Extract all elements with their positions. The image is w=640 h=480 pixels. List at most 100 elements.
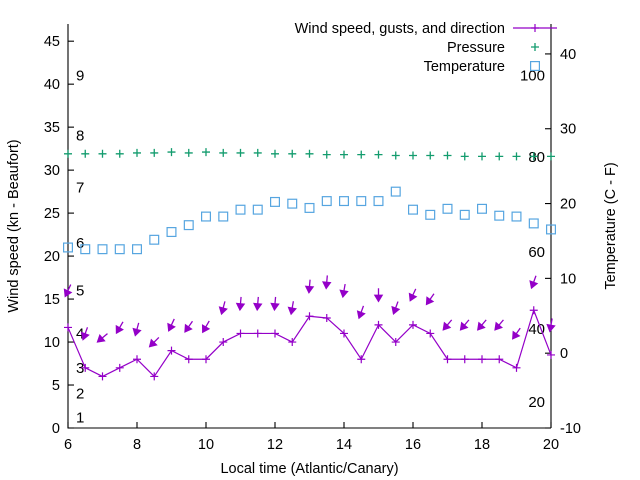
xtick-label: 16 [405,437,421,453]
ytick-label-left: 30 [44,163,60,179]
wind-direction-arrow [115,321,124,335]
ytick-label-left: 35 [44,120,60,136]
pressure-point [529,152,538,161]
ytick-label-left: 45 [44,34,60,50]
wind-speed-point [409,320,417,329]
pressure-point [150,148,159,157]
wind-speed-point [529,306,538,315]
y-axis-label: Wind speed (kn - Beaufort) [6,139,22,312]
ytick-label-left: 25 [44,206,60,222]
wind-direction-arrow [184,320,194,333]
pressure-point [167,148,176,157]
wind-direction-arrow [391,301,401,315]
pressure-point [443,151,452,160]
wind-speed-point [219,338,228,347]
beaufort-label: 5 [76,282,84,299]
temperature-point [442,203,453,214]
legend-swatch-plus [531,43,539,51]
pressure-point [219,148,228,157]
pressure-point [495,152,504,161]
pressure-point [340,150,348,159]
temperature-point [408,204,419,215]
temperature-point [321,196,332,207]
wind-speed-point [512,363,521,372]
ytick-label-left: 40 [44,77,60,93]
wind-direction-arrow [132,322,142,337]
wind-direction-arrow [218,301,228,316]
legend-label: Temperature [424,59,505,75]
wind-speed-point [184,355,193,364]
xtick-label: 14 [336,437,352,453]
wind-direction-arrow [270,296,280,312]
temperature-point [62,242,73,253]
temperature-point [339,196,350,207]
wind-direction-arrow [148,336,160,348]
wind-speed-point [236,329,245,338]
xtick-label: 10 [198,437,214,453]
temperature-series [62,186,556,255]
wind-speed-point [202,355,210,364]
pressure-point [202,148,210,157]
wind-speed-point [133,355,141,364]
y2-axis-label: Temperature (C - F) [603,162,619,289]
pressure-axis-label: 100 [520,68,545,85]
pressure-point [236,148,245,157]
wind-direction-arrow [253,296,263,312]
wind-speed-point [426,329,435,338]
pressure-point [512,152,521,161]
temperature-point [528,218,539,229]
ytick-label-right: 20 [560,197,576,213]
temperature-point [425,209,436,220]
temperature-point [97,244,108,255]
pressure-point [64,149,72,158]
wind-direction-arrow [167,318,176,332]
pressure-point [288,149,297,158]
wind-direction-arrow [201,320,211,334]
wind-direction-arrow [322,275,332,290]
wind-direction-arrow [287,301,297,316]
wind-direction-arrow [442,319,453,331]
pressure-axis-label: 80 [528,149,545,166]
wind-speed-point [478,355,486,364]
wind-direction-arrow [408,288,418,302]
pressure-point [253,148,262,157]
pressure-point [409,151,417,160]
temperature-point [80,244,91,255]
wind-direction-arrow [425,293,435,306]
xtick-label: 6 [64,437,72,453]
beaufort-label: 3 [76,360,84,377]
pressure-point [133,148,141,157]
pressure-axis-label: 40 [528,321,545,338]
beaufort-label: 7 [76,179,84,196]
xtick-label: 12 [267,437,283,453]
beaufort-label: 6 [76,235,84,252]
xtick-label: 20 [543,437,559,453]
wind-speed-point [305,312,314,321]
wind-speed-point [495,355,504,364]
legend-label: Pressure [447,40,505,56]
ytick-label-right: 40 [560,47,576,63]
temperature-point [390,186,401,197]
wind-direction-arrow [96,333,108,343]
wind-direction-arrow [477,319,487,331]
wind-speed-point [288,338,297,347]
wind-direction-arrow [80,327,90,341]
temperature-point [183,220,194,231]
wind-speed-point [167,346,176,355]
pressure-point [478,152,486,161]
temperature-point [304,202,315,213]
temperature-point [477,203,488,214]
beaufort-label: 8 [76,128,84,145]
wind-direction-arrow [339,283,349,299]
temperature-point [218,211,229,222]
pressure-point [115,149,124,158]
temperature-point [545,224,556,235]
legend-swatch-plus [531,24,539,32]
wind-direction-arrow [373,288,384,303]
ytick-label-left: 15 [44,292,60,308]
pressure-point [374,150,383,159]
wind-speed-point [150,372,159,381]
pressure-point [322,150,331,159]
temperature-point [459,209,470,220]
